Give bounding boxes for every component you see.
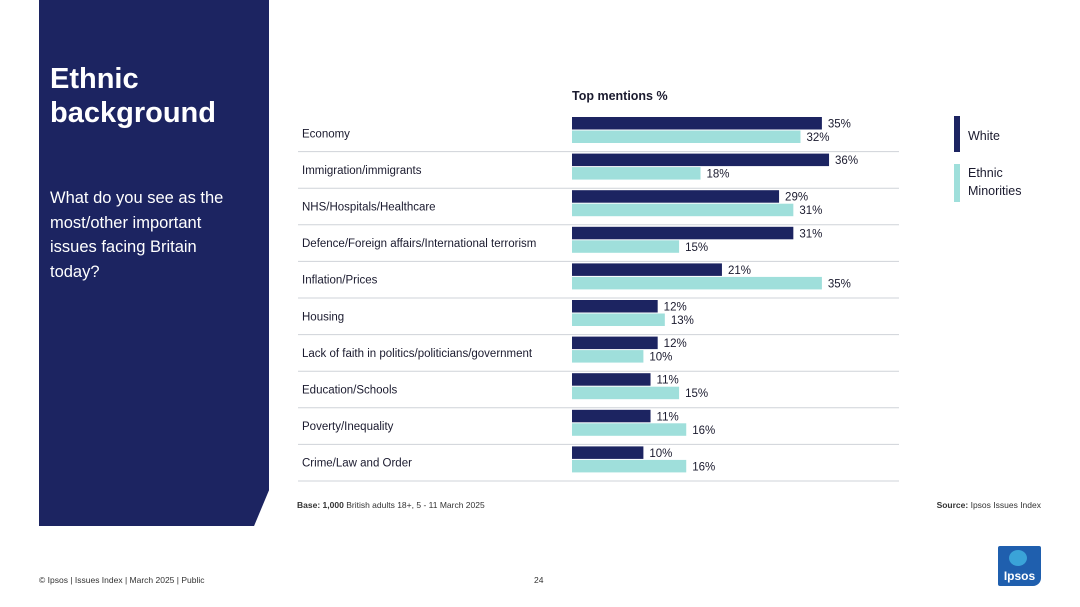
legend-label-white: White: [968, 129, 1000, 143]
data-label-ethnic-minorities-defence-foreign-affairs-international-terrorism: 15%: [685, 242, 708, 254]
base-note: Base: 1,000 British adults 18+, 5 - 11 M…: [297, 500, 485, 510]
legend-swatch-ethnic-minorities: [954, 164, 960, 202]
category-label-defence-foreign-affairs-international-terrorism: Defence/Foreign affairs/International te…: [302, 238, 536, 250]
data-label-white-crime-law-and-order: 10%: [649, 448, 672, 460]
data-label-white-education-schools: 11%: [657, 375, 679, 387]
category-label-inflation-prices: Inflation/Prices: [302, 275, 378, 287]
bar-ethnic-minorities-education-schools: [572, 386, 680, 400]
bar-ethnic-minorities-inflation-prices: [572, 276, 822, 290]
data-label-ethnic-minorities-nhs-hospitals-healthcare: 31%: [799, 205, 822, 217]
base-text: British adults 18+, 5 - 11 March 2025: [346, 500, 485, 510]
logo-text: Ipsos: [1003, 569, 1036, 583]
side-panel: Ethnic background What do you see as the…: [39, 0, 269, 526]
legend-item-ethnic-minorities: Ethnic Minorities: [954, 164, 1064, 202]
chart-title: Top mentions %: [572, 89, 668, 103]
source-label: Source:: [936, 500, 969, 510]
category-label-immigration-immigrants: Immigration/immigrants: [302, 165, 422, 177]
category-label-housing: Housing: [302, 311, 344, 323]
source-note: Source: Ipsos Issues Index: [937, 500, 1041, 510]
bar-ethnic-minorities-lack-of-faith-in-politics-politicians-government: [572, 350, 644, 363]
bar-white-nhs-hospitals-healthcare: [572, 190, 780, 203]
category-label-economy: Economy: [302, 128, 350, 140]
bar-ethnic-minorities-poverty-inequality: [572, 423, 687, 436]
category-label-nhs-hospitals-healthcare: NHS/Hospitals/Healthcare: [302, 202, 436, 214]
legend-item-white: White: [954, 116, 1064, 154]
base-label: Base:: [297, 500, 321, 510]
bar-ethnic-minorities-defence-foreign-affairs-international-terrorism: [572, 240, 680, 253]
legend-label-ethnic-minorities: Ethnic Minorities: [968, 166, 1022, 198]
logo-mark-icon: [1009, 550, 1027, 566]
base-value: 1,000: [322, 500, 344, 510]
ipsos-logo: Ipsos: [998, 546, 1041, 586]
legend-swatch-white: [954, 116, 960, 152]
survey-question: What do you see as the most/other import…: [50, 189, 224, 281]
bar-white-lack-of-faith-in-politics-politicians-government: [572, 336, 658, 350]
data-label-white-inflation-prices: 21%: [728, 265, 751, 277]
bar-white-crime-law-and-order: [572, 446, 644, 459]
bar-ethnic-minorities-immigration-immigrants: [572, 167, 701, 180]
category-label-education-schools: Education/Schools: [302, 385, 398, 397]
page-number: 24: [534, 575, 544, 585]
data-label-ethnic-minorities-housing: 13%: [671, 315, 694, 327]
data-label-white-poverty-inequality: 11%: [657, 411, 679, 423]
chart-legend: White Ethnic Minorities: [954, 116, 1064, 202]
bar-ethnic-minorities-nhs-hospitals-healthcare: [572, 203, 794, 217]
data-label-ethnic-minorities-inflation-prices: 35%: [828, 278, 851, 290]
category-label-poverty-inequality: Poverty/Inequality: [302, 421, 394, 433]
category-label-crime-law-and-order: Crime/Law and Order: [302, 458, 412, 470]
bar-white-immigration-immigrants: [572, 153, 830, 167]
data-label-white-defence-foreign-affairs-international-terrorism: 31%: [799, 228, 822, 240]
data-label-ethnic-minorities-poverty-inequality: 16%: [692, 425, 715, 437]
bar-white-inflation-prices: [572, 263, 722, 276]
bar-ethnic-minorities-crime-law-and-order: [572, 459, 687, 473]
footer-text: © Ipsos | Issues Index | March 2025 | Pu…: [39, 575, 205, 585]
bar-white-poverty-inequality: [572, 409, 651, 423]
data-label-ethnic-minorities-education-schools: 15%: [685, 388, 708, 400]
category-label-lack-of-faith-in-politics-politicians-government: Lack of faith in politics/politicians/go…: [302, 348, 533, 360]
data-label-white-lack-of-faith-in-politics-politicians-government: 12%: [664, 338, 687, 350]
bar-white-economy: [572, 117, 822, 130]
data-label-white-economy: 35%: [828, 119, 851, 131]
source-text: Ipsos Issues Index: [970, 500, 1041, 510]
data-label-white-immigration-immigrants: 36%: [835, 155, 858, 167]
bar-white-education-schools: [572, 373, 651, 386]
bar-white-defence-foreign-affairs-international-terrorism: [572, 226, 794, 240]
bar-ethnic-minorities-housing: [572, 313, 665, 326]
data-label-white-housing: 12%: [664, 302, 687, 314]
bar-ethnic-minorities-economy: [572, 130, 801, 143]
data-label-ethnic-minorities-immigration-immigrants: 18%: [707, 169, 730, 181]
data-label-white-nhs-hospitals-healthcare: 29%: [785, 192, 808, 204]
bar-white-housing: [572, 300, 658, 313]
data-label-ethnic-minorities-crime-law-and-order: 16%: [692, 461, 715, 473]
data-label-ethnic-minorities-economy: 32%: [806, 132, 829, 144]
slide-title: Ethnic background: [50, 63, 216, 129]
data-label-ethnic-minorities-lack-of-faith-in-politics-politicians-government: 10%: [649, 352, 672, 364]
